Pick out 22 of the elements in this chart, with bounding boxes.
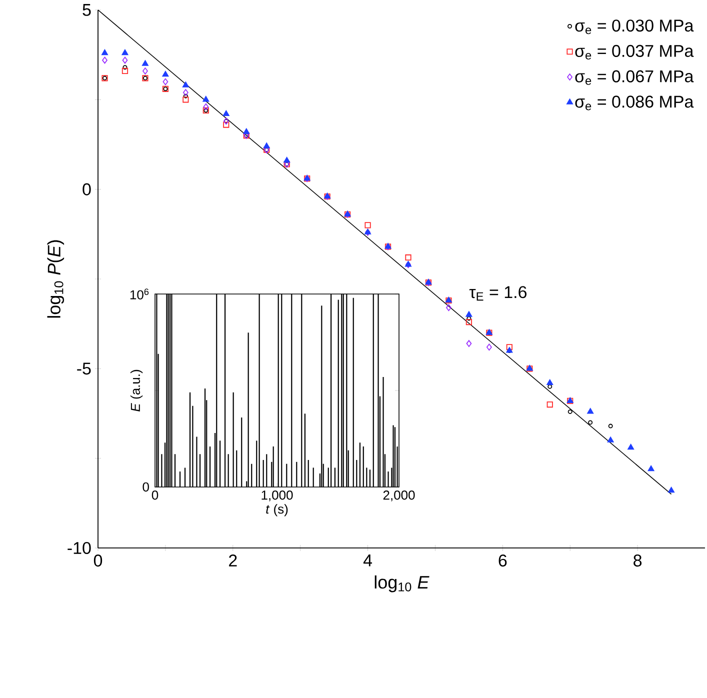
x-tick-label: 8	[634, 554, 642, 567]
y-axis-title: log$_{10}$ P(E)	[47, 240, 64, 318]
legend-label: σ$_{e}$ = 0.086 MPa	[575, 96, 694, 110]
legend-label: σ$_{e}$ = 0.037 MPa	[575, 44, 694, 60]
legend-label: σ$_{e}$ = 0.067 MPa	[575, 70, 694, 85]
annotation: τ$_{E}$ = 1.6	[469, 286, 526, 301]
x-tick-label: 1,000	[262, 490, 293, 502]
y-tick-label: -10	[68, 542, 91, 554]
x-tick-label: 0	[152, 490, 158, 500]
legend-label: σ$_{e}$ = 0.030 MPa	[575, 20, 694, 34]
x-tick-label: 6	[498, 554, 507, 567]
x-tick-label: 2,000	[383, 490, 415, 502]
x-axis-title: t (s)	[266, 504, 288, 516]
y-axis-title: E (a.u.)	[130, 370, 143, 412]
x-tick-label: 0	[94, 554, 102, 567]
x-tick-label: 2	[229, 554, 237, 566]
y-tick-label: -5	[77, 362, 91, 375]
x-axis-title: log$_{10}$ E	[374, 575, 430, 592]
y-tick-label: 10$^{6}$	[130, 288, 149, 300]
y-tick-label: 0	[82, 183, 91, 196]
x-tick-label: 4	[363, 554, 372, 566]
y-tick-label: 5	[82, 4, 91, 16]
